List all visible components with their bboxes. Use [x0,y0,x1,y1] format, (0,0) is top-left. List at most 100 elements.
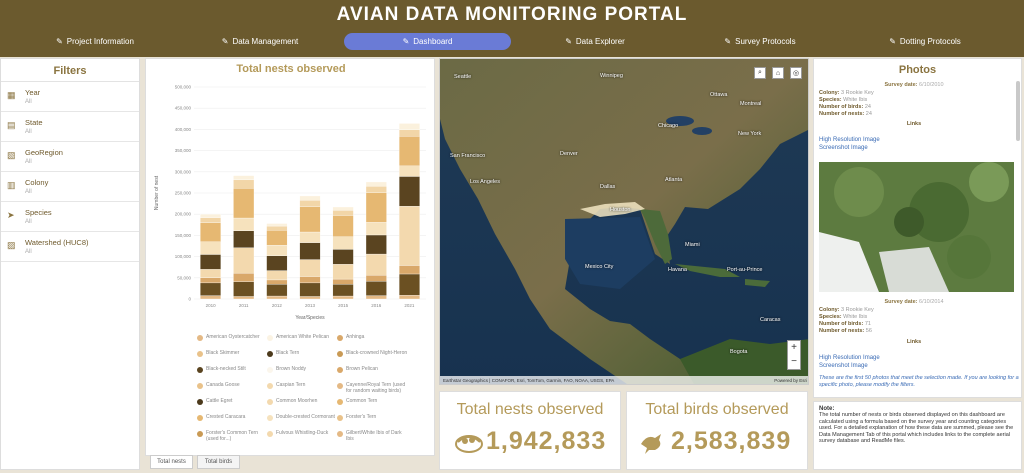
bar-segment [233,217,255,231]
x-tick-label: 2016 [371,303,382,308]
bar-segment [399,165,420,177]
nests-row: Number of nests: 56 [819,328,872,334]
legend-swatch [197,351,203,357]
map-attribution: Earthstar Geographics | CONAFOR, Esri, T… [440,376,808,384]
city-label: Chicago [658,123,679,129]
city-label: Mexico City [585,264,614,270]
bar-segment [200,295,221,300]
search-icon[interactable]: ⌕ [754,67,766,79]
map-basemap [440,59,808,384]
indicator-value: 1,942,833 [486,427,607,455]
kv-value: 56 [865,328,872,334]
filter-year[interactable]: ▦ Year All [1,82,139,112]
filter-state[interactable]: ▤ State All [1,112,139,142]
kv-value: White Ibis [843,314,868,320]
city-label: Ottawa [710,92,728,98]
kv-label: Number of nests: [819,111,865,117]
bar-segment [399,129,420,137]
legend-label: Common Tern [346,398,378,404]
nav-data-management[interactable]: ✎ Data Management [205,33,315,50]
filter-colony[interactable]: ▥ Colony All [1,172,139,202]
x-tick-label: 2010 [206,303,217,308]
legend-swatch [337,383,343,389]
legend-swatch [337,431,343,437]
nav-label: Dotting Protocols [899,37,961,46]
filters-panel: Filters ▦ Year All ▤ State All ▧ GeoRegi… [0,58,140,470]
legend-item: Black Skimmer [197,350,268,357]
filter-georegion[interactable]: ▧ GeoRegion All [1,142,139,172]
legend-label: Black Tern [276,350,300,356]
bar-segment [266,270,288,281]
x-tick-label: 2011 [239,303,249,308]
page-title: AVIAN DATA MONITORING PORTAL [336,4,688,25]
nav-label: Dashboard [413,37,453,46]
legend-swatch [267,335,273,341]
pin-icon: ✎ [221,37,229,46]
city-label: New York [738,131,762,137]
filter-species[interactable]: ➤ Species All [1,202,139,232]
high-resolution-link[interactable]: High Resolution Image [819,355,880,361]
bar-segment [233,175,255,181]
y-tick-label: 100,000 [175,254,192,259]
zoom-out-button[interactable]: − [791,356,797,367]
species-row: Species: White Ibis [819,314,867,320]
bar-segment [200,222,221,242]
filter-label: State [25,118,43,127]
legend-item: Forster's Common Tern (used for...) [197,430,268,442]
legend-label: Anhinga [346,334,365,340]
home-icon[interactable]: ⌂ [772,67,784,79]
y-tick-label: 250,000 [175,191,192,196]
nav-data-explorer[interactable]: ✎ Data Explorer [550,33,640,50]
bar-segment [299,259,321,277]
pin-icon: ✎ [889,37,896,46]
nav-survey-protocols[interactable]: ✎ Survey Protocols [710,33,810,50]
legend-label: Common Moorhen [276,398,318,404]
kv-label: Number of birds: [819,104,864,110]
map-view[interactable]: ⌕ ⌂ ◎ Seattle Winnipeg Ottawa Montreal C… [439,58,809,385]
screenshot-link[interactable]: Screenshot Image [819,145,868,151]
zoom-in-button[interactable]: + [791,342,797,353]
bar-segment [200,254,221,270]
screenshot-link[interactable]: Screenshot Image [819,363,868,369]
map-icon: ▤ [7,120,16,130]
x-tick-label: 2013 [305,303,316,308]
bar-segment [365,181,387,187]
bar-segment [332,264,354,280]
legend-label: Canada Goose [206,382,240,388]
bar-segment [200,214,221,218]
legend-label: Forster's Common Tern (used for...) [206,430,258,442]
high-resolution-link[interactable]: High Resolution Image [819,137,880,143]
y-tick-label: 150,000 [175,233,192,238]
kv-value: 24 [864,104,871,110]
basemap-icon[interactable]: ◎ [790,67,802,79]
bar-segment [233,230,255,248]
bar-segment [200,241,221,255]
legend-item: American White Pelican [267,334,338,341]
x-axis-label: Year/Species [295,315,325,321]
filter-watershed[interactable]: ▨ Watershed (HUC8) All [1,232,139,262]
kv-value: White Ibis [843,97,868,103]
bar-segment [299,276,321,284]
kv-value: 3 Rookie Key [841,307,874,313]
water-icon: ▨ [7,240,16,250]
nav-dashboard[interactable]: ✎ Dashboard [344,33,511,50]
tab-total-birds[interactable]: Total birds [197,455,240,469]
filter-value: All [25,129,32,135]
scrollbar[interactable] [1016,81,1020,141]
legend-item: American Oystercatcher [197,334,268,341]
legend-item: Brown Noddy [267,366,338,373]
legend-item: Cattle Egret [197,398,268,405]
y-tick-label: 450,000 [175,106,192,111]
nav-dotting-protocols[interactable]: ✎ Dotting Protocols [875,33,975,50]
legend-item: Cayenne/Royal Tern (used for random wait… [337,382,408,394]
city-label: San Francisco [450,153,486,159]
kv-value: 24 [865,111,872,117]
legend-label: Black-necked Stilt [206,366,246,372]
bar-segment [266,230,288,246]
note-panel: Note: The total number of nests or birds… [813,401,1022,470]
nav-project-information[interactable]: ✎ Project Information [40,33,150,50]
bar-segment [200,282,221,296]
tab-total-nests[interactable]: Total nests [150,455,193,469]
bar-segment [332,278,354,285]
bar-segment [233,272,255,282]
